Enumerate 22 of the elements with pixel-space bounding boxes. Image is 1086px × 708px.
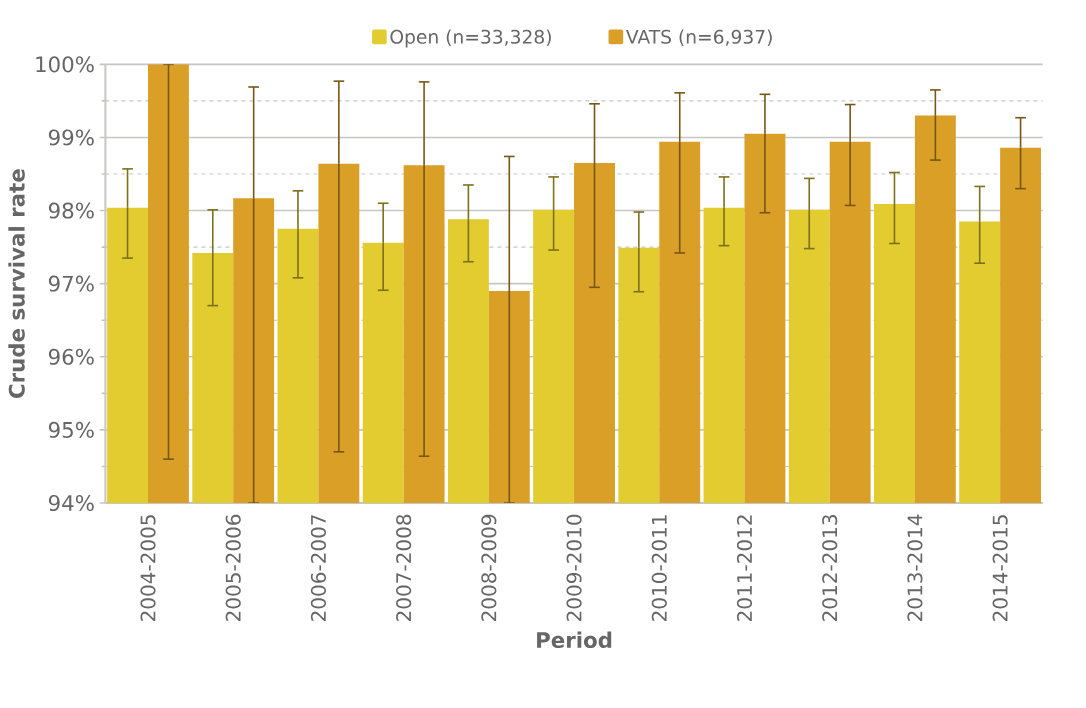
x-tick-label: 2005-2006 bbox=[225, 514, 241, 621]
x-axis-title: Period bbox=[537, 631, 612, 649]
y-tick-label: 98% bbox=[48, 202, 94, 219]
x-tick-label: 2014-2015 bbox=[992, 515, 1008, 621]
x-tick-label: 2010-2011 bbox=[651, 515, 667, 621]
y-axis-title: Crude survival rate bbox=[8, 169, 25, 398]
x-tick-label: 2004-2005 bbox=[140, 515, 156, 621]
y-tick-label: 96% bbox=[48, 348, 94, 365]
x-tick-label: 2006-2007 bbox=[310, 515, 326, 621]
x-tick-label: 2012-2013 bbox=[822, 515, 838, 621]
x-tick-label: 2008-2009 bbox=[481, 514, 497, 621]
x-tick-label: 2013-2014 bbox=[907, 514, 923, 621]
y-tick-label: 97% bbox=[48, 275, 94, 292]
x-tick-label: 2007-2008 bbox=[396, 514, 412, 621]
y-tick-label: 94% bbox=[48, 494, 94, 512]
legend-label: VATS (n=6,937) bbox=[626, 29, 772, 47]
y-tick-label: 99% bbox=[48, 129, 94, 146]
y-tick-label: 95% bbox=[48, 421, 94, 438]
y-tick-label: 100% bbox=[36, 56, 94, 73]
x-tick-label: 2009-2010 bbox=[566, 514, 582, 621]
x-tick-label: 2011-2012 bbox=[736, 515, 753, 621]
legend-label: Open (n=33,328) bbox=[390, 29, 551, 48]
